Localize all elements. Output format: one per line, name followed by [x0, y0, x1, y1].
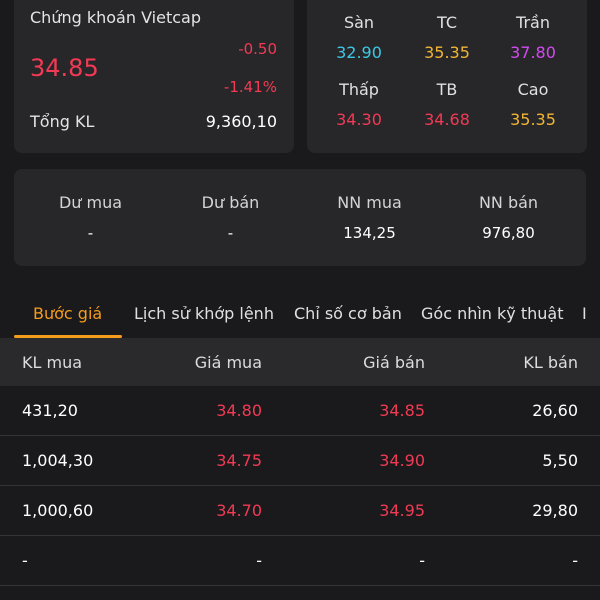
order-summary-card: Dư mua - Dư bán - NN mua 134,25 NN bán 9… [14, 169, 586, 266]
foreign-buy-label: NN mua [337, 193, 402, 212]
price-levels-card: Sàn 32.90 TC 35.35 Trần 37.80 Thấp 34.30… [307, 0, 587, 153]
high-value: 35.35 [510, 110, 556, 129]
buy-surplus-value: - [87, 224, 94, 242]
total-volume-value: 9,360,10 [205, 112, 277, 131]
bid-price-cell: 34.80 [216, 401, 262, 420]
table-row: 1,000,60 34.70 34.95 29,80 [0, 486, 600, 536]
foreign-buy-value: 134,25 [343, 224, 396, 242]
col-buy-volume: KL mua [22, 353, 83, 372]
sell-volume-cell: - [572, 551, 578, 570]
buy-volume-cell: 1,004,30 [22, 451, 94, 470]
bid-price-cell: - [256, 551, 262, 570]
buy-surplus-label: Dư mua [58, 193, 123, 212]
tab-price-steps[interactable]: Bước giá [33, 304, 103, 323]
average-value: 34.68 [424, 110, 470, 129]
high-label: Cao [517, 80, 549, 99]
average-label: TB [436, 80, 458, 99]
price-change: -0.50 [238, 40, 277, 58]
ask-price-cell: 34.95 [379, 501, 425, 520]
bid-price-cell: 34.70 [216, 501, 262, 520]
col-ask-price: Giá bán [363, 353, 425, 372]
foreign-sell-value: 976,80 [482, 224, 535, 242]
reference-value: 35.35 [424, 43, 470, 62]
buy-volume-cell: 1,000,60 [22, 501, 94, 520]
ceiling-label: Trần [516, 13, 550, 32]
company-name: Chứng khoán Vietcap [30, 8, 201, 27]
tab-matching-history[interactable]: Lịch sử khớp lệnh [134, 304, 274, 323]
sell-surplus-value: - [227, 224, 234, 242]
sell-surplus-label: Dư bán [201, 193, 260, 212]
ask-price-cell: 34.85 [379, 401, 425, 420]
col-bid-price: Giá mua [194, 353, 262, 372]
sell-volume-cell: 26,60 [532, 401, 578, 420]
quote-card: Chứng khoán Vietcap 34.85 -0.50 -1.41% T… [14, 0, 294, 153]
last-price: 34.85 [30, 54, 99, 82]
sell-volume-cell: 29,80 [532, 501, 578, 520]
ask-price-cell: 34.90 [379, 451, 425, 470]
ceiling-value: 37.80 [510, 43, 556, 62]
floor-value: 32.90 [336, 43, 382, 62]
bid-price-cell: 34.75 [216, 451, 262, 470]
table-row: - - - - [0, 536, 600, 586]
floor-label: Sàn [343, 13, 375, 32]
order-book-header: KL mua Giá mua Giá bán KL bán [0, 338, 600, 386]
sell-volume-cell: 5,50 [542, 451, 578, 470]
foreign-sell-label: NN bán [478, 193, 539, 212]
active-tab-indicator [14, 335, 122, 338]
total-volume-label: Tổng KL [30, 112, 95, 131]
low-value: 34.30 [336, 110, 382, 129]
tab-fundamentals[interactable]: Chỉ số cơ bản [294, 304, 402, 323]
table-row: 1,004,30 34.75 34.90 5,50 [0, 436, 600, 486]
table-row: 431,20 34.80 34.85 26,60 [0, 386, 600, 436]
tab-technical-view[interactable]: Góc nhìn kỹ thuật [421, 304, 564, 323]
ask-price-cell: - [419, 551, 425, 570]
buy-volume-cell: 431,20 [22, 401, 78, 420]
low-label: Thấp [339, 80, 379, 99]
tab-more[interactable]: I [582, 304, 587, 323]
reference-label: TC [436, 13, 457, 32]
col-sell-volume: KL bán [523, 353, 578, 372]
price-change-percent: -1.41% [223, 78, 277, 96]
buy-volume-cell: - [22, 551, 28, 570]
